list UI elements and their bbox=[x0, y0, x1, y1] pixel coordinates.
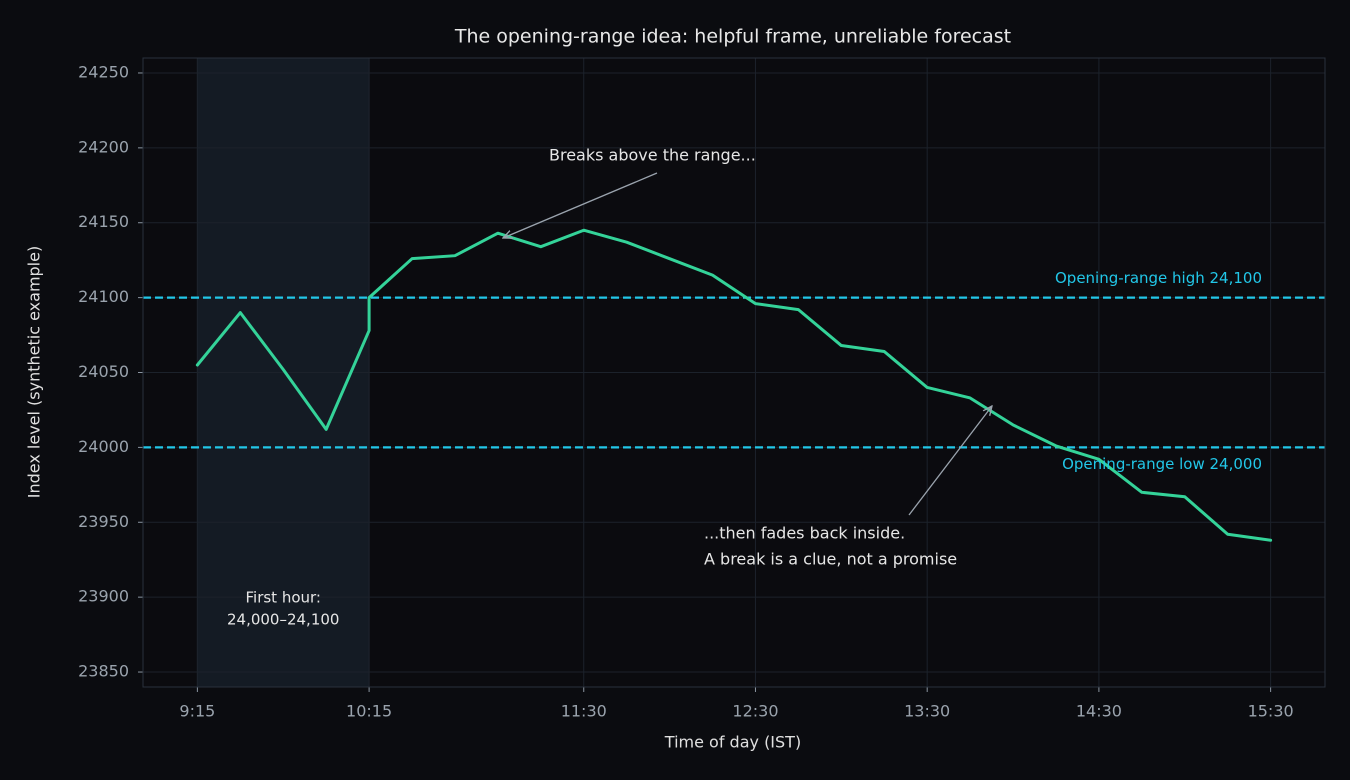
y-axis-label: Index level (synthetic example) bbox=[25, 246, 44, 498]
span-label: 24,000–24,100 bbox=[227, 611, 339, 629]
annotation-arrow bbox=[503, 172, 658, 238]
y-tick-label: 23950 bbox=[78, 512, 129, 531]
annotation: Breaks above the range... bbox=[549, 146, 756, 165]
annotation: ...then fades back inside. bbox=[704, 524, 905, 543]
annotation-arrow bbox=[908, 406, 992, 516]
y-tick-label: 23900 bbox=[78, 587, 129, 606]
y-tick-label: 23850 bbox=[78, 662, 129, 681]
x-tick-label: 10:15 bbox=[346, 702, 392, 721]
reference-label: Opening-range high 24,100 bbox=[1055, 269, 1262, 287]
y-tick-label: 24200 bbox=[78, 137, 129, 156]
chart-title: The opening-range idea: helpful frame, u… bbox=[454, 26, 1011, 48]
y-tick-label: 24250 bbox=[78, 62, 129, 81]
y-tick-label: 24150 bbox=[78, 212, 129, 231]
series-line bbox=[195, 228, 1273, 542]
y-tick-label: 24100 bbox=[78, 287, 129, 306]
y-tick-label: 24000 bbox=[78, 437, 129, 456]
span-label: First hour: bbox=[245, 589, 320, 607]
annotation: A break is a clue, not a promise bbox=[704, 550, 957, 569]
plot-frame bbox=[142, 57, 1326, 688]
x-tick-label: 9:15 bbox=[179, 702, 215, 721]
x-tick-label: 13:30 bbox=[904, 702, 950, 721]
reference-label: Opening-range low 24,000 bbox=[1062, 455, 1262, 473]
x-tick-label: 12:30 bbox=[732, 702, 778, 721]
x-axis-label: Time of day (IST) bbox=[664, 733, 801, 752]
x-tick-label: 11:30 bbox=[561, 702, 607, 721]
x-tick-label: 14:30 bbox=[1076, 702, 1122, 721]
x-tick-label: 15:30 bbox=[1248, 702, 1294, 721]
y-tick-label: 24050 bbox=[78, 362, 129, 381]
